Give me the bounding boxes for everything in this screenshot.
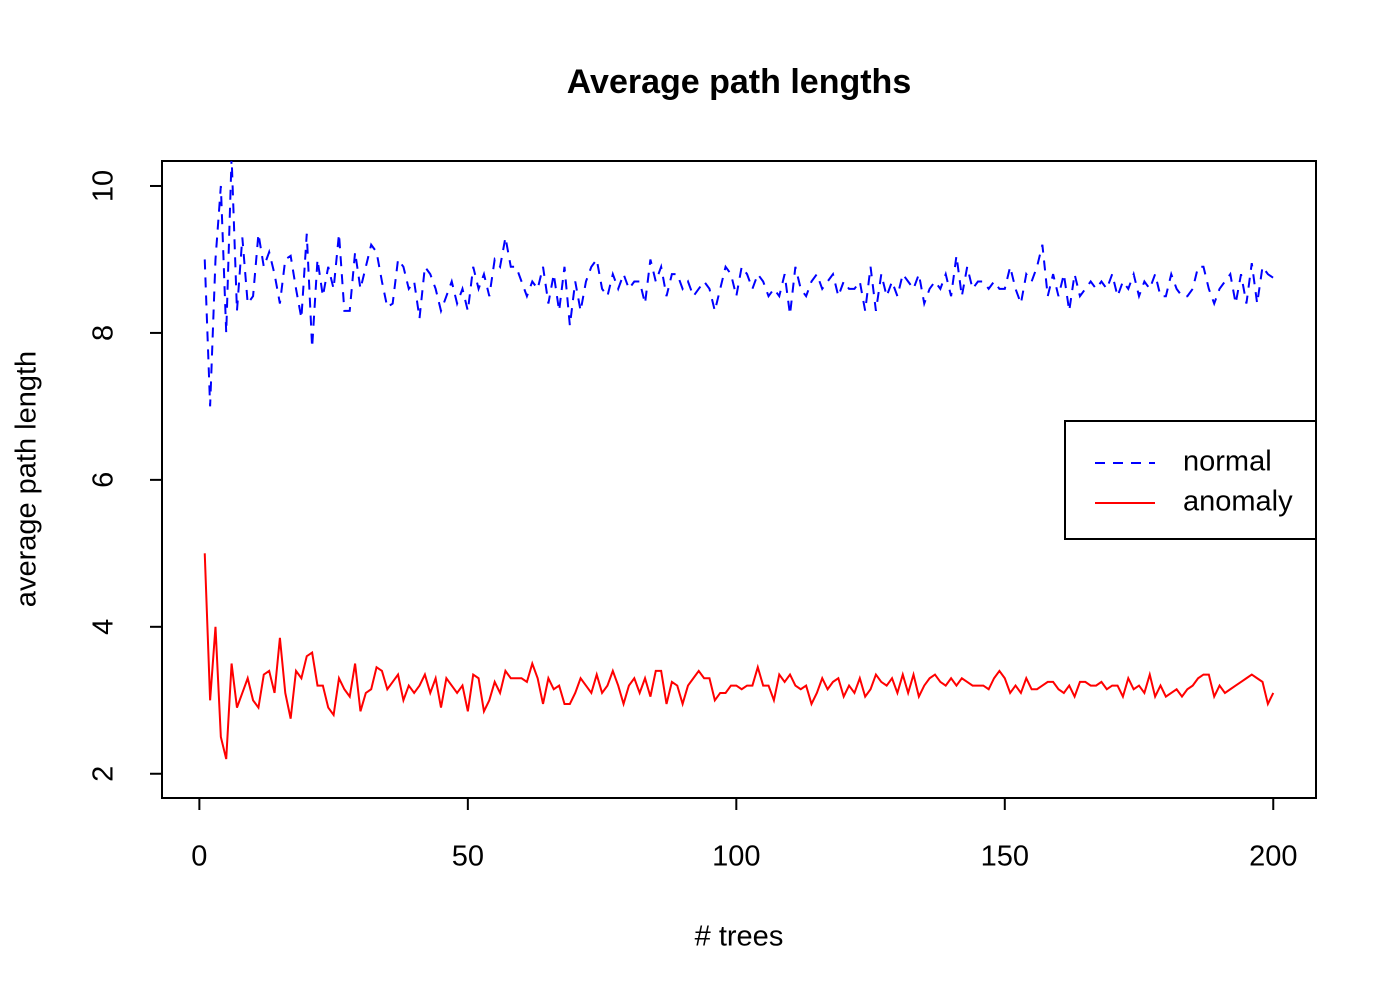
legend-box	[1064, 420, 1317, 540]
x-tick-label: 100	[712, 841, 760, 873]
plot-area	[203, 161, 1275, 760]
y-tick-label: 8	[88, 325, 120, 341]
x-tick-label: 50	[452, 841, 484, 873]
x-axis-label: # trees	[695, 921, 784, 953]
y-tick-label: 2	[88, 766, 120, 782]
y-axis-label: average path length	[11, 351, 43, 607]
legend-label: normal	[1183, 446, 1272, 478]
chart-title: Average path lengths	[567, 63, 911, 101]
y-tick-label: 10	[88, 170, 120, 202]
x-tick-label: 0	[191, 841, 207, 873]
y-tick-label: 6	[88, 472, 120, 488]
legend-label: anomaly	[1183, 486, 1293, 518]
x-tick-label: 200	[1249, 841, 1297, 873]
x-tick-label: 150	[981, 841, 1029, 873]
y-tick-label: 4	[88, 619, 120, 635]
series-line	[203, 161, 1274, 407]
series-line	[203, 553, 1275, 760]
